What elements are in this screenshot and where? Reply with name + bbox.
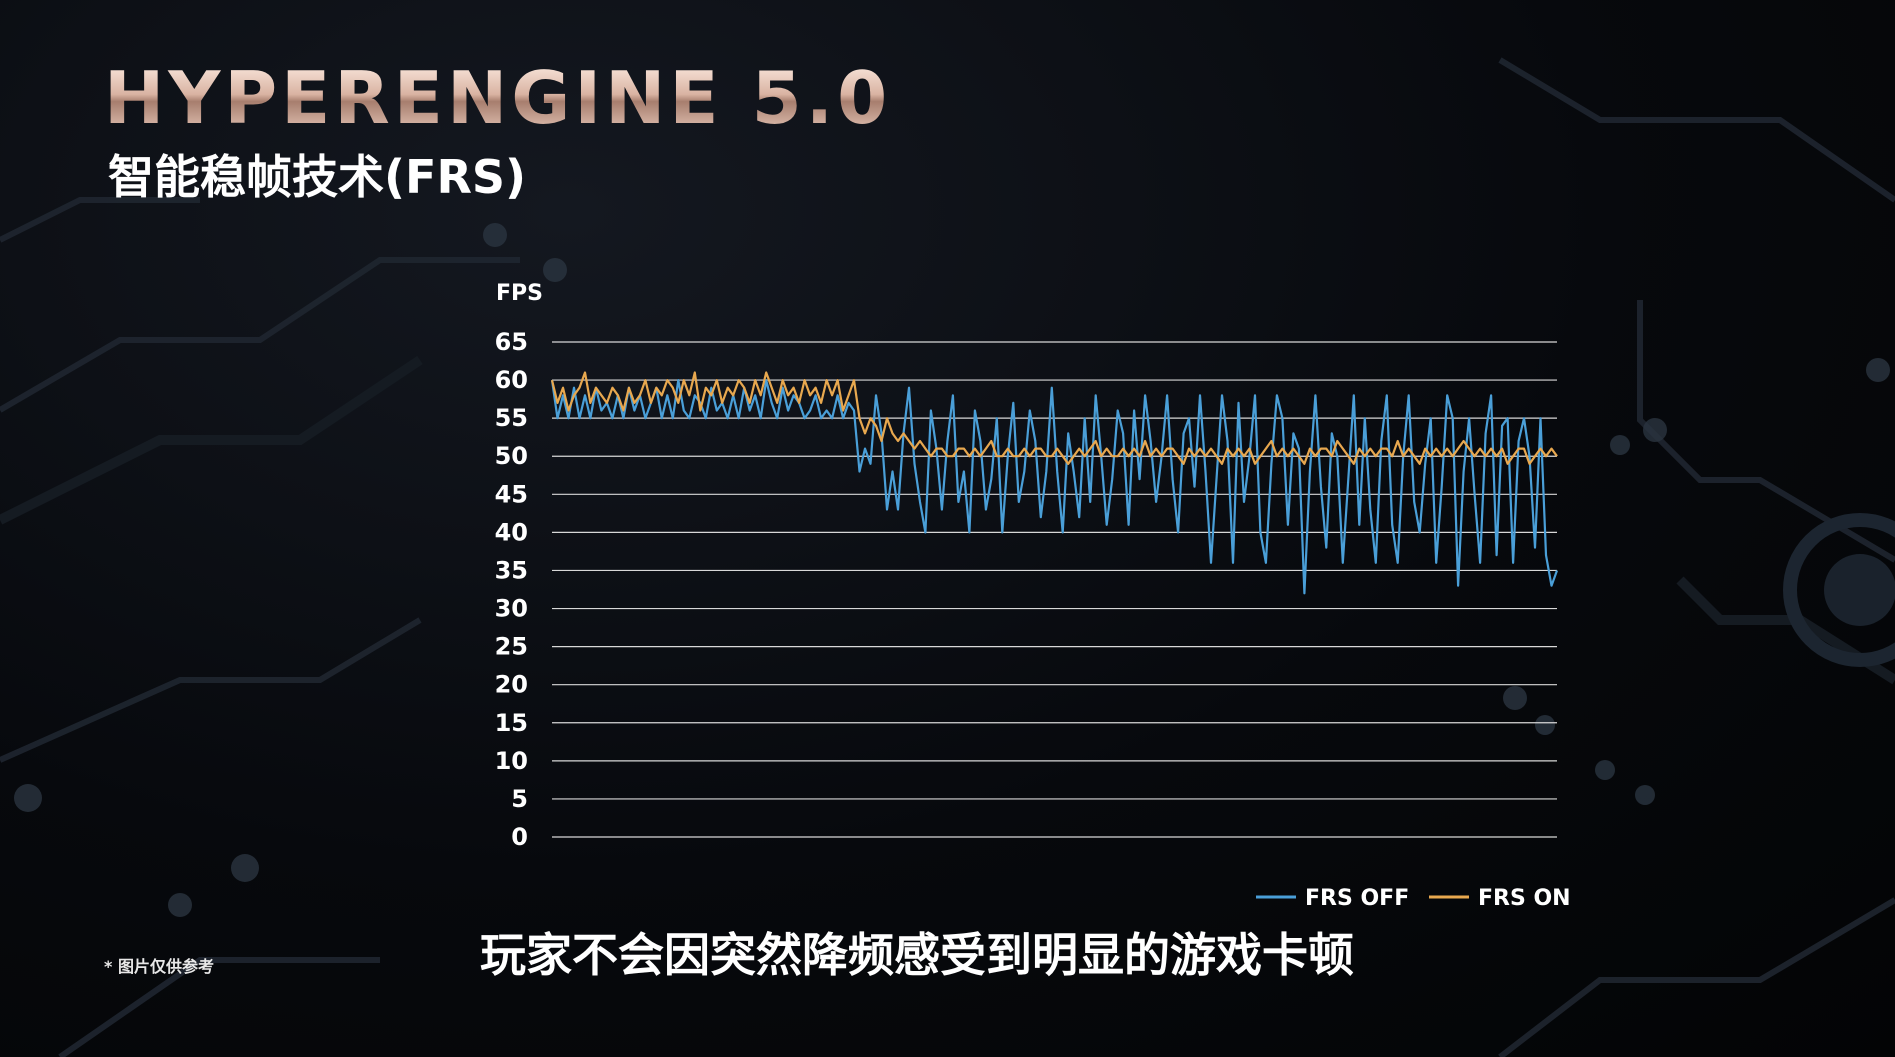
page-subtitle: 智能稳帧技术(FRS)	[108, 150, 527, 204]
y-tick-label: 50	[495, 442, 528, 470]
y-tick-label: 25	[495, 633, 528, 661]
caption-text: 玩家不会因突然降频感受到明显的游戏卡顿	[480, 928, 1354, 982]
y-tick-label: 10	[495, 747, 528, 775]
series-line-frs-off	[550, 379, 1559, 595]
grid-lines	[552, 341, 1557, 838]
y-tick-label: 0	[511, 823, 528, 851]
legend: FRS OFF FRS ON	[1256, 886, 1571, 911]
legend-label-frs-on: FRS ON	[1478, 886, 1571, 911]
y-tick-label: 45	[495, 480, 528, 508]
y-tick-label: 20	[495, 671, 528, 699]
y-tick-label: 30	[495, 595, 528, 623]
y-tick-label: 40	[495, 518, 528, 546]
legend-label-frs-off: FRS OFF	[1305, 886, 1409, 911]
y-tick-label: 55	[495, 404, 528, 432]
page-title: HYPERENGINE 5.0	[104, 56, 892, 140]
series-lines	[550, 371, 1559, 595]
y-tick-label: 5	[511, 785, 528, 813]
y-tick-label: 15	[495, 709, 528, 737]
footnote: * 图片仅供参考	[104, 957, 214, 976]
y-axis-label: FPS	[496, 281, 543, 306]
y-tick-label: 35	[495, 556, 528, 584]
y-tick-label: 65	[495, 328, 528, 356]
series-line-frs-on	[550, 371, 1558, 465]
y-tick-label: 60	[495, 366, 528, 394]
